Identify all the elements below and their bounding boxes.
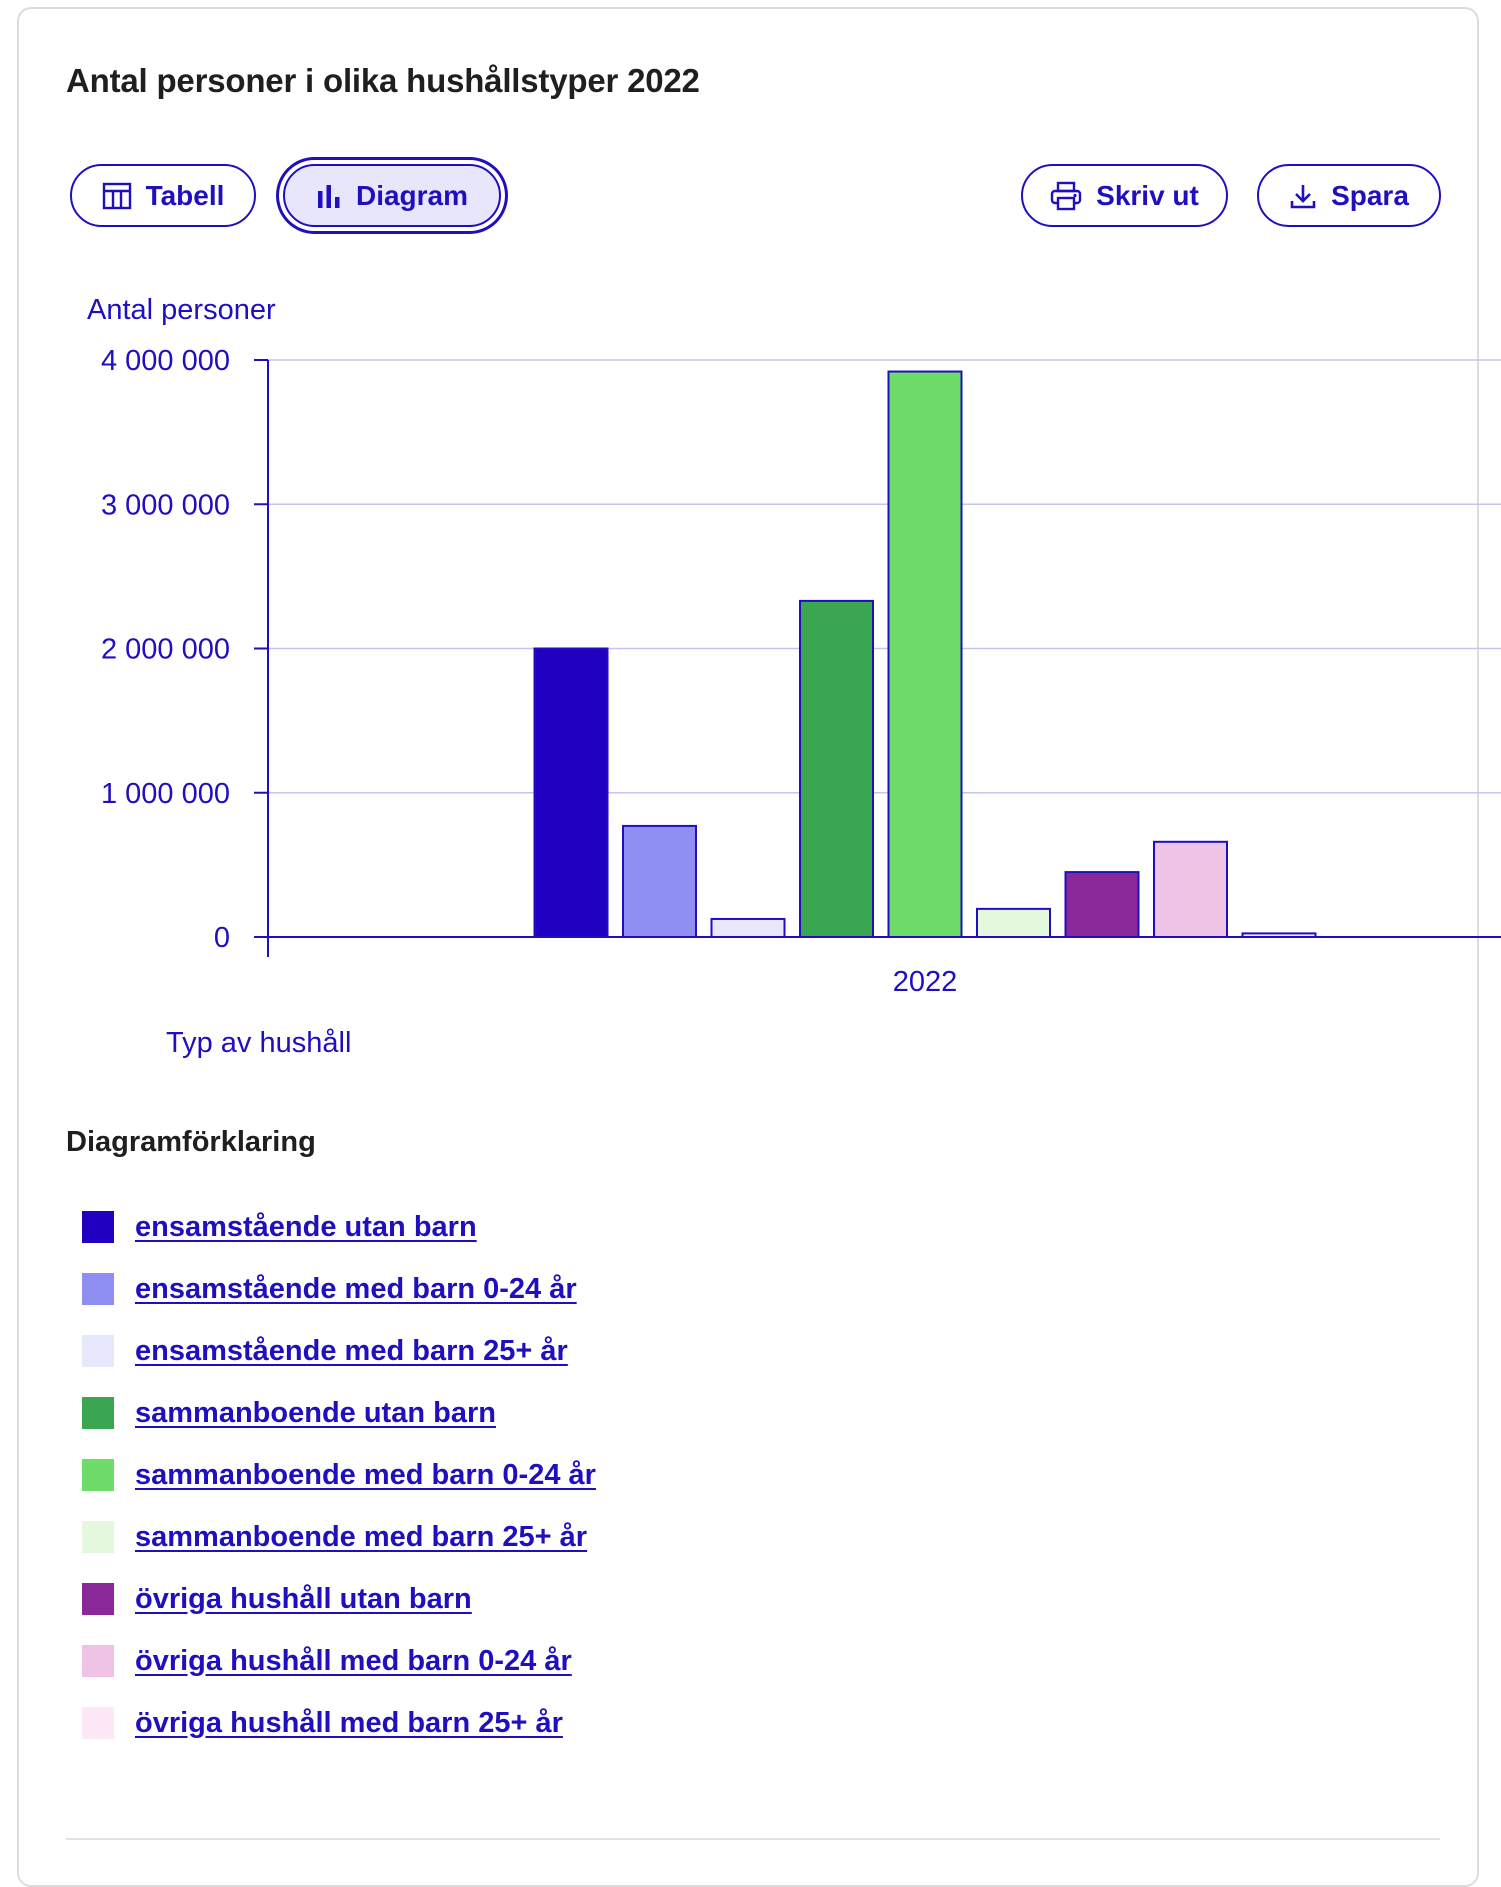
bar[interactable] [710, 917, 786, 938]
bar[interactable] [799, 599, 874, 938]
print-button[interactable]: Skriv ut [1021, 164, 1228, 227]
save-button[interactable]: Spara [1257, 164, 1441, 227]
x-tick-label: 2022 [893, 966, 958, 998]
legend-link[interactable]: sammanboende med barn 0-24 år [135, 1458, 596, 1491]
legend-swatch [82, 1521, 114, 1553]
y-axis-label: Antal personer [87, 294, 276, 326]
legend-link[interactable]: ensamstående med barn 25+ år [135, 1334, 568, 1367]
legend-link[interactable]: sammanboende med barn 25+ år [135, 1520, 588, 1553]
legend-item: sammanboende utan barn [82, 1382, 596, 1444]
bar[interactable] [622, 824, 697, 938]
legend-item: övriga hushåll med barn 0-24 år [82, 1630, 596, 1692]
legend-link[interactable]: ensamstående med barn 0-24 år [135, 1272, 577, 1305]
y-tick-label: 4 000 000 [101, 345, 230, 377]
chart-area: Antal personer Typ av hushåll 0 1 000 000… [0, 280, 1501, 1060]
chart-view-button[interactable]: Diagram [283, 164, 501, 227]
page-title: Antal personer i olika hushållstyper 202… [66, 62, 700, 99]
legend-item: sammanboende med barn 0-24 år [82, 1444, 596, 1506]
legend-link[interactable]: övriga hushåll med barn 0-24 år [135, 1644, 572, 1677]
legend-swatch [82, 1273, 114, 1305]
print-label: Skriv ut [1096, 179, 1199, 211]
table-icon [102, 182, 132, 210]
y-tick-label: 0 [214, 922, 230, 954]
bar[interactable] [533, 647, 609, 938]
legend-swatch [82, 1707, 114, 1739]
table-view-label: Tabell [145, 179, 225, 211]
bar[interactable] [887, 370, 963, 939]
legend-item: ensamstående med barn 0-24 år [82, 1258, 596, 1320]
y-tick-label: 2 000 000 [101, 634, 230, 666]
legend-link[interactable]: sammanboende utan barn [135, 1396, 496, 1429]
legend-link[interactable]: ensamstående utan barn [135, 1210, 477, 1243]
legend-title: Diagramförklaring [66, 1126, 316, 1158]
bar-chart: Antal personer Typ av hushåll 0 1 000 000… [87, 294, 1501, 1059]
y-tick-label: 3 000 000 [101, 489, 230, 521]
legend-swatch [82, 1211, 114, 1243]
bar[interactable] [976, 907, 1051, 939]
chart-card [17, 7, 1479, 1887]
legend-swatch [82, 1645, 114, 1677]
x-axis-label: Typ av hushåll [166, 1027, 351, 1059]
y-tick-label: 1 000 000 [101, 778, 230, 810]
bar-chart-icon [316, 183, 342, 209]
legend-item: ensamstående med barn 25+ år [82, 1320, 596, 1382]
legend-swatch [82, 1335, 114, 1367]
download-icon [1289, 182, 1317, 210]
printer-icon [1050, 181, 1082, 211]
table-view-button[interactable]: Tabell [70, 164, 256, 227]
legend-swatch [82, 1583, 114, 1615]
legend-item: sammanboende med barn 25+ år [82, 1506, 596, 1568]
bar[interactable] [1153, 840, 1228, 938]
bar[interactable] [1064, 871, 1140, 939]
legend-item: ensamstående utan barn [82, 1196, 596, 1258]
legend-swatch [82, 1397, 114, 1429]
legend-item: övriga hushåll utan barn [82, 1568, 596, 1630]
save-label: Spara [1331, 179, 1409, 211]
legend-swatch [82, 1459, 114, 1491]
divider [66, 1838, 1440, 1840]
chart-legend: ensamstående utan barn ensamstående med b… [82, 1196, 596, 1754]
legend-link[interactable]: övriga hushåll med barn 25+ år [135, 1706, 563, 1739]
chart-view-label: Diagram [355, 179, 469, 211]
legend-item: övriga hushåll med barn 25+ år [82, 1692, 596, 1754]
legend-link[interactable]: övriga hushåll utan barn [135, 1582, 472, 1615]
